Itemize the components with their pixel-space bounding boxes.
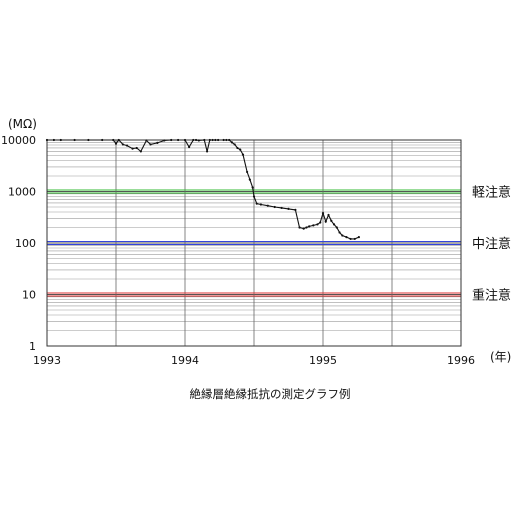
grid: [46, 140, 462, 347]
data-point: [305, 226, 308, 229]
data-point: [294, 208, 297, 211]
data-point: [192, 138, 195, 142]
data-point: [145, 139, 148, 142]
data-point: [319, 221, 322, 224]
data-point: [217, 138, 220, 142]
data-point: [211, 138, 214, 142]
x-tick-label: 1993: [33, 354, 61, 367]
data-point: [45, 138, 49, 142]
data-point: [194, 138, 198, 142]
data-point: [163, 139, 166, 142]
data-point: [112, 138, 115, 142]
data-point: [308, 225, 311, 228]
series: [45, 138, 360, 241]
series-line: [47, 139, 360, 240]
data-point: [338, 231, 341, 234]
data-point: [177, 138, 180, 142]
data-point: [316, 223, 319, 226]
data-point: [228, 138, 231, 142]
data-point: [255, 202, 258, 205]
data-point: [330, 219, 333, 222]
y-tick-label: 1: [29, 340, 36, 353]
data-point: [73, 138, 76, 142]
threshold-label: 軽注意: [472, 185, 511, 201]
plot-border: [46, 139, 462, 347]
data-point: [183, 138, 187, 142]
data-point: [225, 138, 228, 142]
data-point: [139, 150, 142, 153]
data-point: [312, 224, 315, 227]
threshold-label: 中注意: [472, 236, 511, 252]
data-point: [233, 143, 236, 146]
data-point: [170, 138, 173, 142]
data-point: [259, 203, 262, 206]
plot-frame: [46, 139, 462, 347]
data-point: [101, 138, 104, 142]
data-point: [59, 138, 62, 142]
y-tick-label: 100: [15, 237, 36, 250]
data-point: [341, 234, 344, 237]
data-point: [345, 236, 348, 239]
data-point: [230, 141, 234, 144]
data-point: [251, 186, 254, 189]
data-point: [280, 206, 283, 210]
data-point: [197, 139, 200, 142]
data-point: [287, 207, 290, 210]
data-point: [246, 170, 249, 174]
y-axis-label: (MΩ): [8, 117, 37, 131]
data-point: [302, 227, 305, 230]
data-point: [332, 223, 336, 226]
data-point: [52, 138, 56, 142]
data-point: [298, 226, 301, 229]
x-tick-label: 1994: [171, 354, 199, 367]
data-point: [222, 138, 225, 142]
data-point: [241, 153, 245, 156]
data-point: [353, 237, 356, 241]
data-point: [156, 141, 159, 144]
data-point: [214, 138, 217, 142]
x-tick-label: 1995: [309, 354, 337, 367]
y-tick-label: 10000: [1, 134, 36, 147]
data-point: [135, 146, 138, 150]
data-point: [273, 205, 276, 209]
x-axis-label: (年): [490, 350, 511, 364]
data-point: [357, 236, 360, 239]
data-point: [239, 148, 242, 151]
data-point: [188, 145, 191, 149]
data-point: [117, 138, 120, 142]
data-point: [324, 220, 327, 223]
x-tick-label: 1996: [447, 354, 475, 367]
threshold-label: 重注意: [472, 288, 511, 304]
data-point: [349, 237, 352, 241]
y-tick-label: 1000: [8, 186, 36, 199]
chart-title: 絶縁層絶縁抵抗の測定グラフ例: [190, 387, 351, 401]
data-point: [125, 144, 129, 147]
labels: (MΩ) (年) 絶縁層絶縁抵抗の測定グラフ例: [8, 117, 511, 401]
data-point: [205, 150, 209, 153]
data-point: [131, 147, 134, 150]
data-point: [121, 143, 124, 146]
data-point: [248, 178, 251, 181]
data-point: [252, 195, 256, 198]
y-tick-label: 10: [22, 289, 36, 302]
data-point: [87, 138, 90, 142]
data-point: [335, 226, 338, 229]
data-point: [236, 146, 239, 150]
data-point: [321, 212, 325, 215]
data-point: [266, 204, 269, 207]
data-point: [114, 142, 118, 145]
data-point: [327, 213, 330, 217]
data-point: [208, 138, 211, 142]
data-point: [149, 143, 152, 146]
data-point: [203, 138, 206, 142]
